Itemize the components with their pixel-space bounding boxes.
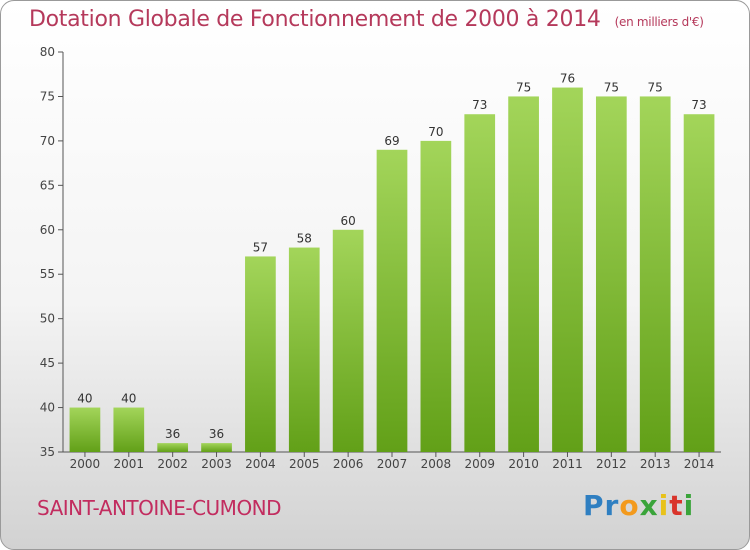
chart-title: Dotation Globale de Fonctionnement de 20… bbox=[29, 7, 704, 32]
x-tick-label: 2001 bbox=[114, 457, 145, 471]
y-tick-label: 75 bbox=[40, 89, 55, 103]
y-tick-label: 40 bbox=[40, 401, 55, 415]
bar-2012 bbox=[595, 96, 627, 452]
value-label-2000: 40 bbox=[77, 392, 92, 406]
x-tick-label: 2012 bbox=[596, 457, 627, 471]
value-label-2012: 75 bbox=[604, 80, 619, 94]
x-tick-label: 2005 bbox=[289, 457, 320, 471]
proxiti-logo: Proxiti bbox=[583, 489, 695, 522]
x-tick-label: 2007 bbox=[377, 457, 408, 471]
value-label-2008: 70 bbox=[428, 125, 443, 139]
x-tick-label: 2004 bbox=[245, 457, 276, 471]
y-tick-label: 80 bbox=[40, 45, 55, 59]
bar-2003 bbox=[201, 443, 232, 452]
value-label-2005: 58 bbox=[297, 232, 312, 246]
value-label-2009: 73 bbox=[472, 98, 487, 112]
x-tick-label: 2014 bbox=[684, 457, 715, 471]
value-label-2010: 75 bbox=[516, 80, 531, 94]
value-label-2007: 69 bbox=[384, 134, 399, 148]
x-tick-label: 2006 bbox=[333, 457, 364, 471]
bar-2006 bbox=[332, 229, 364, 452]
x-tick-label: 2003 bbox=[201, 457, 232, 471]
y-tick-label: 65 bbox=[40, 178, 55, 192]
y-tick-label: 60 bbox=[40, 223, 55, 237]
x-tick-label: 2013 bbox=[640, 457, 671, 471]
value-label-2004: 57 bbox=[253, 240, 268, 254]
title-text: Dotation Globale de Fonctionnement de 20… bbox=[29, 7, 601, 32]
bar-2000 bbox=[69, 407, 101, 452]
bar-2008 bbox=[420, 140, 452, 452]
x-tick-label: 2008 bbox=[421, 457, 452, 471]
bar-2013 bbox=[639, 96, 671, 452]
x-tick-label: 2000 bbox=[70, 457, 101, 471]
value-label-2006: 60 bbox=[340, 214, 355, 228]
x-tick-label: 2009 bbox=[464, 457, 495, 471]
value-label-2013: 75 bbox=[648, 80, 663, 94]
value-label-2001: 40 bbox=[121, 392, 136, 406]
y-tick-label: 35 bbox=[40, 445, 55, 459]
unit-note: (en milliers d'€) bbox=[614, 15, 704, 29]
value-label-2003: 36 bbox=[209, 427, 224, 441]
bar-2010 bbox=[508, 96, 539, 452]
bar-2005 bbox=[288, 247, 320, 452]
bar-2009 bbox=[464, 114, 496, 452]
commune-name: SAINT-ANTOINE-CUMOND bbox=[37, 496, 282, 520]
x-tick-label: 2011 bbox=[552, 457, 583, 471]
y-tick-label: 50 bbox=[40, 312, 55, 326]
bar-2007 bbox=[376, 149, 408, 452]
x-tick-label: 2002 bbox=[157, 457, 188, 471]
bar-2002 bbox=[157, 443, 189, 452]
y-tick-label: 70 bbox=[40, 134, 55, 148]
y-tick-label: 45 bbox=[40, 356, 55, 370]
value-label-2011: 76 bbox=[560, 72, 575, 86]
value-label-2014: 73 bbox=[691, 98, 706, 112]
bar-2004 bbox=[245, 256, 276, 452]
x-tick-label: 2010 bbox=[508, 457, 539, 471]
bar-2011 bbox=[552, 87, 583, 453]
bar-2001 bbox=[113, 407, 145, 452]
y-tick-label: 55 bbox=[40, 267, 55, 281]
value-label-2002: 36 bbox=[165, 427, 180, 441]
bar-2014 bbox=[683, 114, 715, 452]
